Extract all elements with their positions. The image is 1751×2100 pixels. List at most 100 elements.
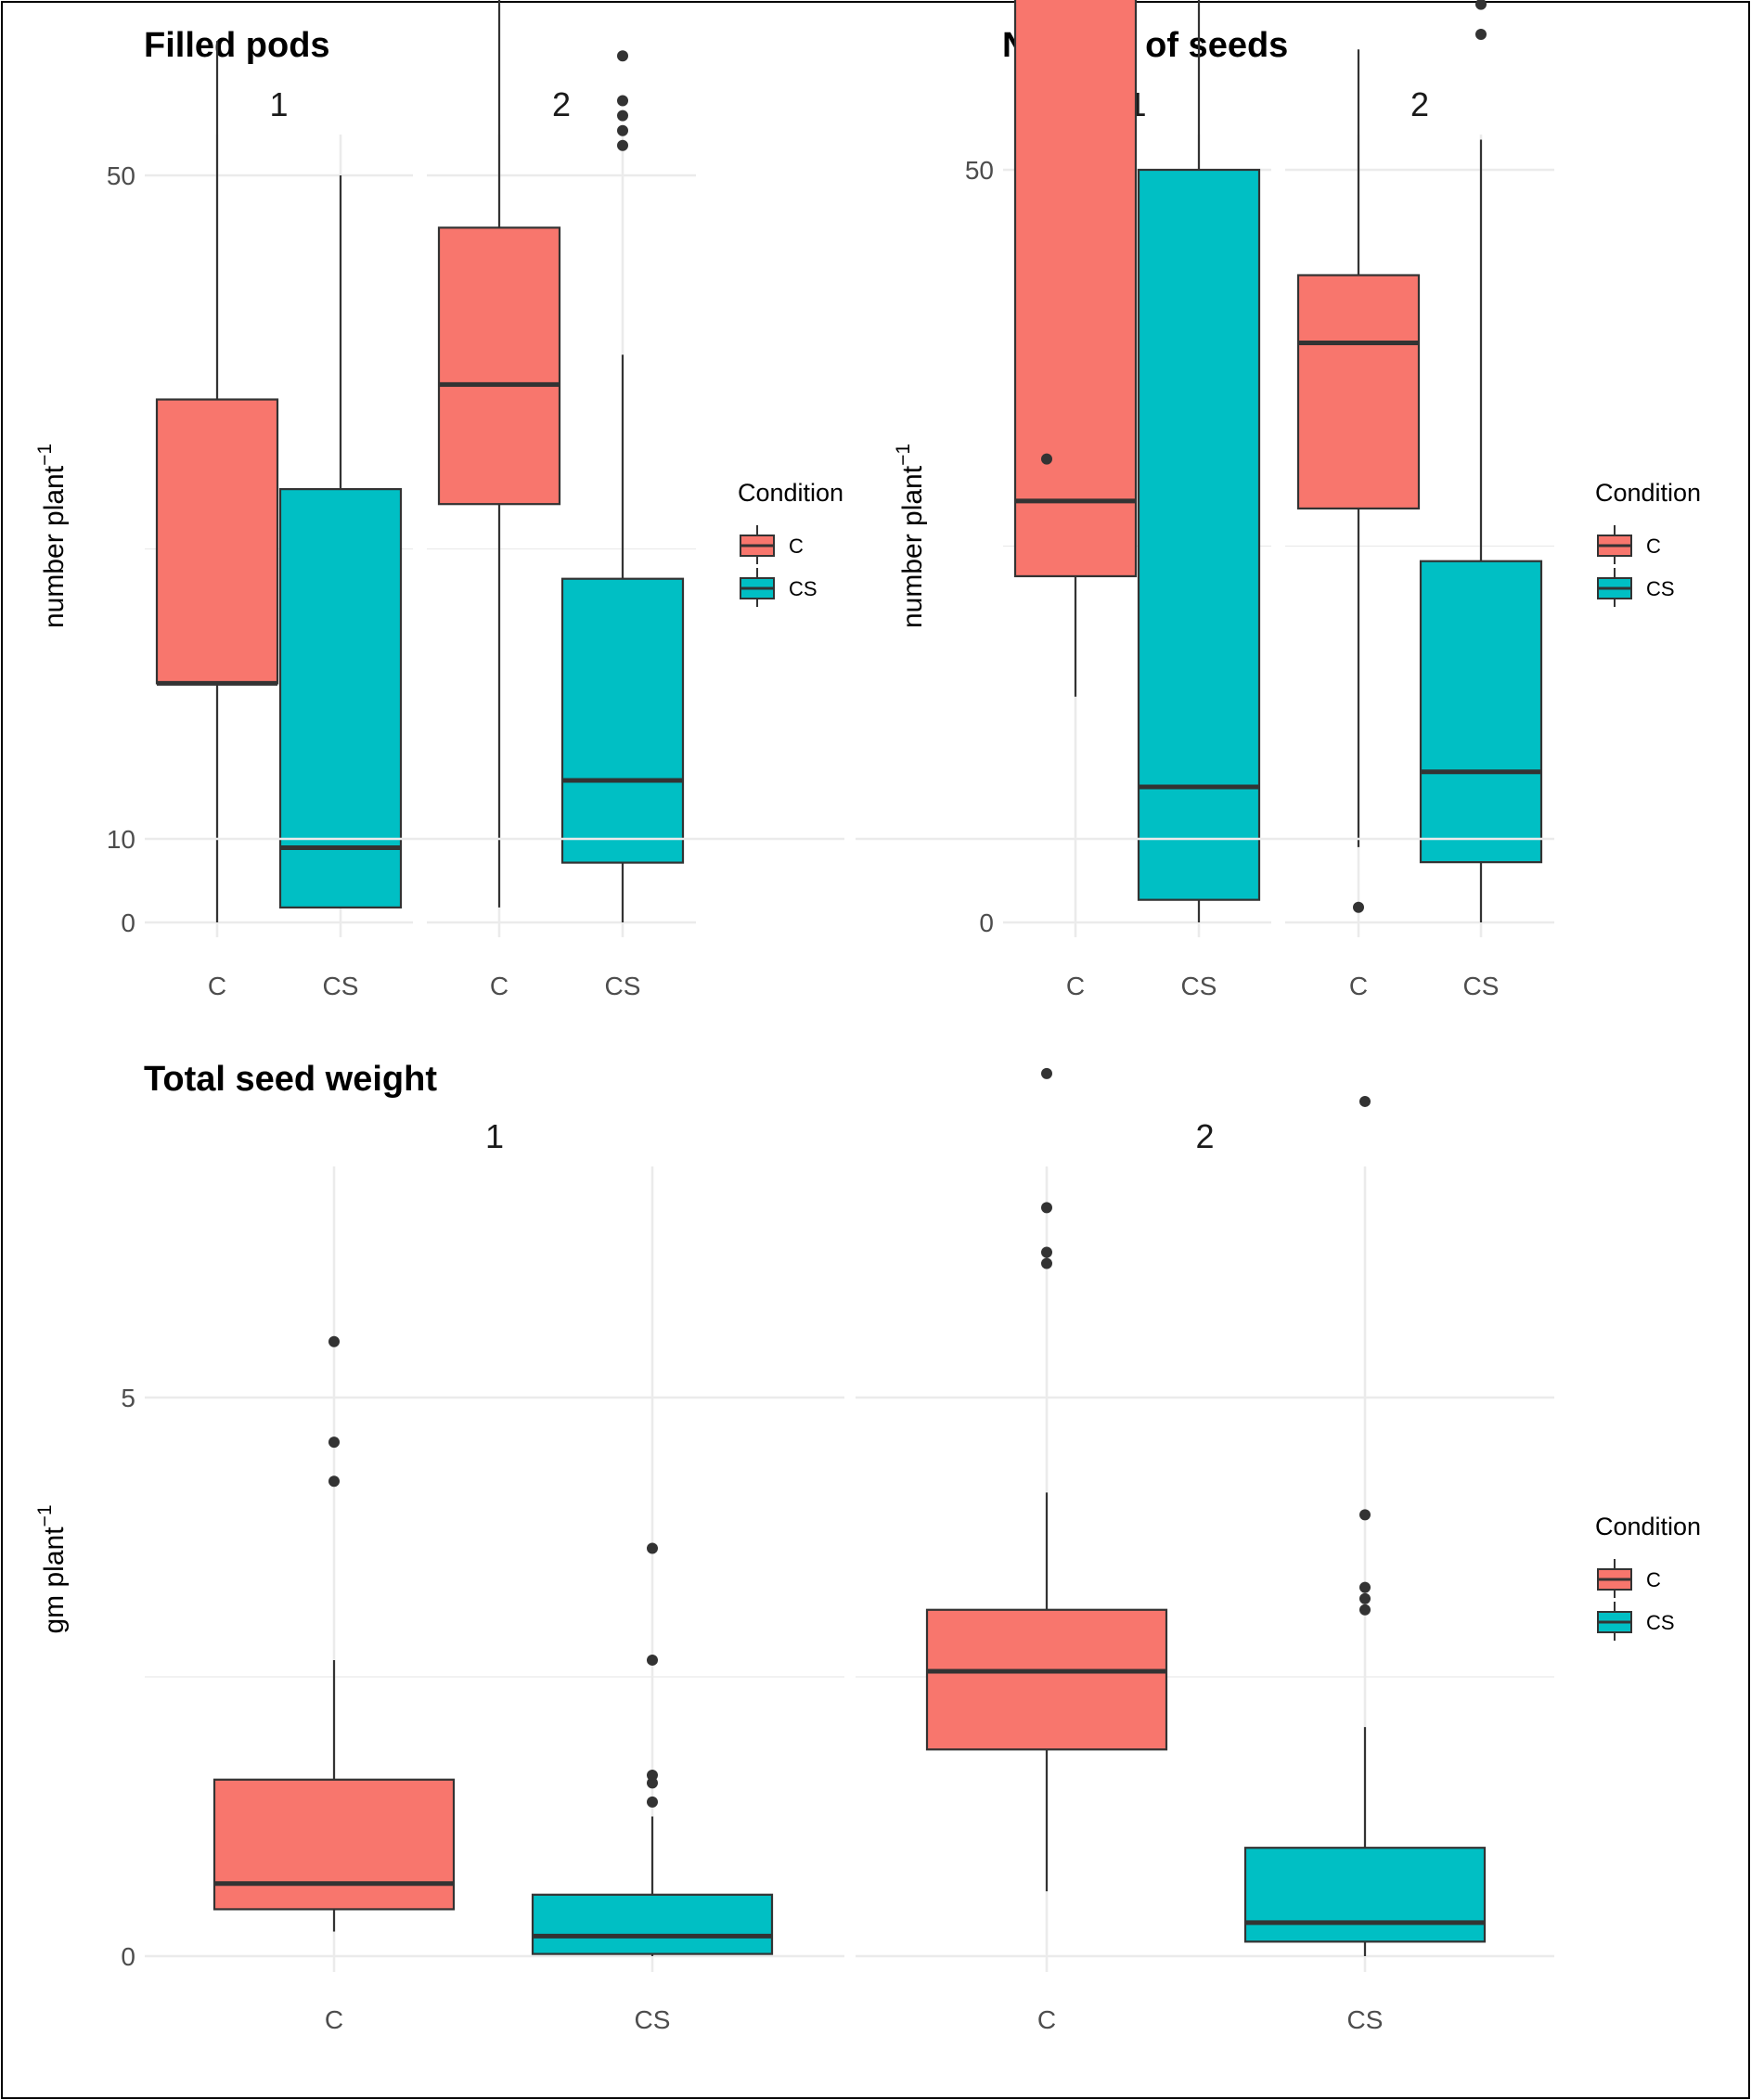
outlier-point xyxy=(1359,1592,1371,1604)
box-CS xyxy=(1419,0,1543,922)
box-iqr xyxy=(560,577,685,864)
y-tick-label: 0 xyxy=(121,1942,135,1971)
outlier-point xyxy=(1041,1202,1052,1214)
outlier-point xyxy=(647,1654,658,1666)
box-iqr xyxy=(437,226,561,506)
box-C xyxy=(1296,49,1421,913)
box-iqr xyxy=(1243,1847,1487,1943)
box-iqr xyxy=(1296,274,1421,510)
outlier-point xyxy=(328,1437,340,1449)
y-tick-label: 50 xyxy=(965,156,994,185)
outlier-point xyxy=(1353,901,1364,913)
outlier-point xyxy=(1041,1067,1052,1079)
facet-1: 1 C CS xyxy=(145,41,413,1000)
box-iqr xyxy=(1419,560,1543,864)
legend-label: CS xyxy=(1646,577,1675,600)
facet-strip-label: 2 xyxy=(1195,1117,1214,1155)
y-tick-label: 0 xyxy=(979,908,994,937)
box-CS xyxy=(1137,0,1261,922)
panel-title: Total seed weight xyxy=(144,1060,437,1099)
x-tick-label: CS xyxy=(605,972,641,1000)
panel-total-seed-weight: Total seed weight 1 C CS 2 C CS 0 5 10 gm plant−1 C… xyxy=(34,453,1701,2034)
x-tick-label: C xyxy=(490,972,509,1000)
x-tick-label: CS xyxy=(1181,972,1217,1000)
box-CS xyxy=(560,50,685,922)
legend-title: Condition xyxy=(1595,479,1701,507)
box-C xyxy=(437,0,561,908)
y-axis-label: number plant−1 xyxy=(34,444,70,628)
outlier-point xyxy=(617,124,628,136)
legend-label: CS xyxy=(1646,1611,1675,1634)
outlier-point xyxy=(1041,1257,1052,1269)
legend-title: Condition xyxy=(1595,1513,1701,1540)
legend-label: CS xyxy=(789,577,818,600)
legend: Condition C CS xyxy=(1595,1513,1701,1641)
box-iqr xyxy=(925,1608,1168,1751)
box-iqr xyxy=(212,1778,456,1911)
box-iqr xyxy=(531,1893,774,1955)
x-tick-label: CS xyxy=(323,972,359,1000)
x-tick-label: C xyxy=(1037,2005,1056,2034)
y-tick-label: 10 xyxy=(107,825,135,854)
y-axis-label: gm plant−1 xyxy=(34,1504,70,1633)
outlier-point xyxy=(647,1542,658,1554)
facet-strip-label: 1 xyxy=(269,85,288,123)
facet-1: 1C CS xyxy=(1003,0,1271,1000)
legend-label: C xyxy=(789,535,804,558)
outlier-point xyxy=(617,50,628,62)
box-C xyxy=(925,453,1168,1892)
y-tick-label: 5 xyxy=(121,1384,135,1412)
outlier-point xyxy=(328,1475,340,1488)
y-axis-label: number plant−1 xyxy=(893,444,928,628)
outlier-point xyxy=(1359,1095,1371,1107)
box-CS xyxy=(1243,1095,1487,1956)
legend: Condition C CS xyxy=(738,479,843,607)
box-C xyxy=(155,41,279,922)
x-tick-label: C xyxy=(1349,972,1368,1000)
legend: Condition C CS xyxy=(1595,479,1701,607)
box-iqr xyxy=(278,487,403,908)
legend-title: Condition xyxy=(738,479,843,507)
facet-2: 2 C CS xyxy=(427,0,696,1000)
facet-strip-label: 2 xyxy=(1410,85,1429,123)
outlier-point xyxy=(1359,1509,1371,1521)
outlier-point xyxy=(647,1769,658,1781)
facet-2: 2 C CS xyxy=(856,453,1554,2034)
x-tick-label: CS xyxy=(1463,972,1500,1000)
panel-number-of-seeds: Number of seeds1CCS2CCS050100150200numbe… xyxy=(893,0,1701,1000)
panel-filled-pods: Filled pods1CCS2CCS050100number plant−1C… xyxy=(34,0,843,1000)
outlier-point xyxy=(1041,1246,1052,1258)
outlier-point xyxy=(617,95,628,107)
box-iqr xyxy=(155,398,279,685)
outlier-point xyxy=(1475,29,1487,41)
y-tick-label: 0 xyxy=(121,908,135,937)
outlier-point xyxy=(1041,453,1052,465)
x-tick-label: CS xyxy=(635,2005,671,2034)
facet-strip-label: 2 xyxy=(552,85,571,123)
panel-title: Filled pods xyxy=(144,26,330,65)
facet-strip-label: 1 xyxy=(485,1117,504,1155)
outlier-point xyxy=(647,1777,658,1789)
legend-label: C xyxy=(1646,535,1661,558)
outlier-point xyxy=(617,110,628,122)
facet-1: 1 C CS xyxy=(145,837,844,2034)
box-C xyxy=(212,1335,456,1932)
outlier-point xyxy=(328,1335,340,1347)
x-tick-label: C xyxy=(1066,972,1085,1000)
outlier-point xyxy=(617,139,628,151)
facet-2: 2 C CS xyxy=(1285,0,1554,1000)
x-tick-label: CS xyxy=(1347,2005,1384,2034)
box-CS xyxy=(531,1542,774,1956)
box-C xyxy=(1013,0,1138,697)
outlier-point xyxy=(1359,1604,1371,1616)
box-iqr xyxy=(1013,0,1138,578)
x-tick-label: C xyxy=(325,2005,343,2034)
x-tick-label: C xyxy=(208,972,226,1000)
y-tick-label: 50 xyxy=(107,161,135,190)
outlier-point xyxy=(1359,1581,1371,1593)
outlier-point xyxy=(647,1796,658,1808)
legend-label: C xyxy=(1646,1568,1661,1591)
box-iqr xyxy=(1137,168,1261,901)
